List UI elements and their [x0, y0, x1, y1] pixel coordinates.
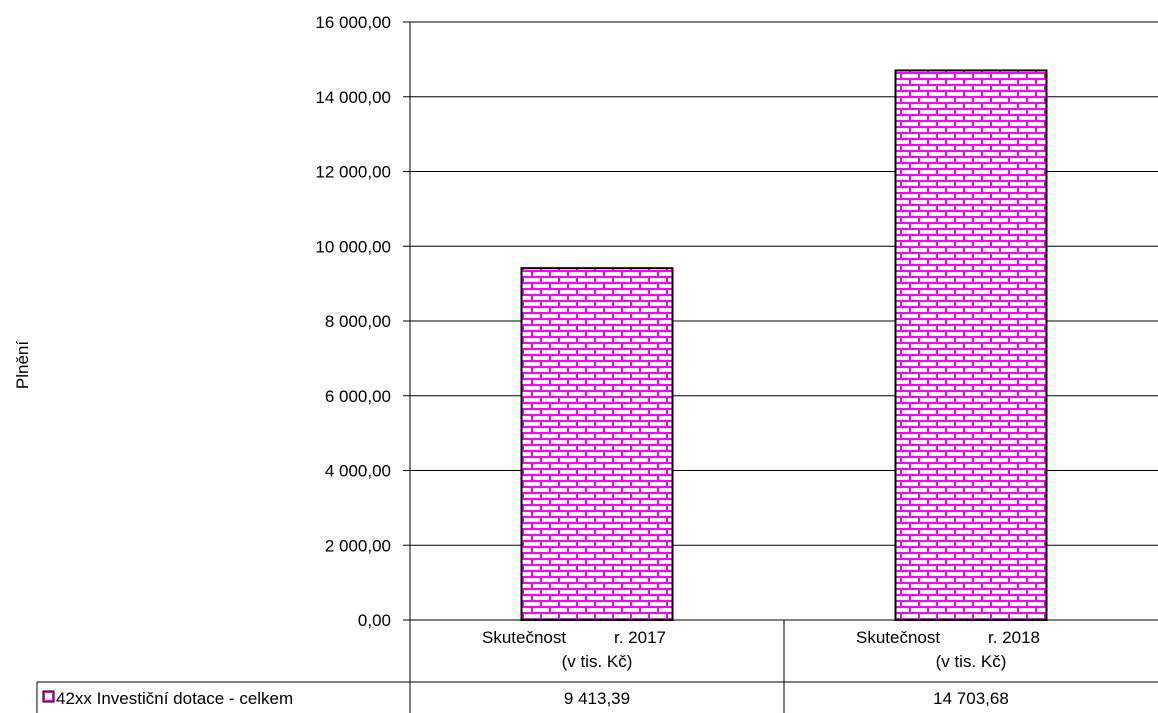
- y-tick-label: 2 000,00: [325, 536, 391, 555]
- category-label: Skutečnost: [482, 628, 566, 647]
- data-value-label: 9 413,39: [564, 689, 630, 708]
- y-tick-label: 8 000,00: [325, 312, 391, 331]
- y-tick-label: 10 000,00: [315, 237, 391, 256]
- legend-series-name: 42xx Investiční dotace - celkem: [56, 689, 293, 708]
- y-tick-label: 6 000,00: [325, 387, 391, 406]
- bar-1: [522, 268, 673, 620]
- category-year-label: r. 2017: [614, 628, 666, 647]
- y-tick-label: 4 000,00: [325, 462, 391, 481]
- y-tick-label: 0,00: [358, 611, 391, 630]
- category-label: Skutečnost: [856, 628, 940, 647]
- category-unit-label: (v tis. Kč): [936, 652, 1007, 671]
- category-year-label: r. 2018: [988, 628, 1040, 647]
- data-value-label: 14 703,68: [933, 689, 1009, 708]
- data-table: Skutečnost r. 2017 (v tis. Kč) Skutečnost r.…: [37, 620, 1158, 713]
- y-axis-label: Plnění: [13, 341, 32, 389]
- y-axis: 0,00 2 000,00 4 000,00 6 000,00 8 000,00 10 0…: [315, 13, 410, 713]
- bar-2: [896, 70, 1047, 620]
- y-tick-label: 14 000,00: [315, 88, 391, 107]
- bars: [522, 70, 1047, 620]
- legend-swatch-inner: [45, 693, 52, 700]
- y-tick-label: 12 000,00: [315, 163, 391, 182]
- y-tick-label: 16 000,00: [315, 13, 391, 32]
- category-unit-label: (v tis. Kč): [562, 652, 633, 671]
